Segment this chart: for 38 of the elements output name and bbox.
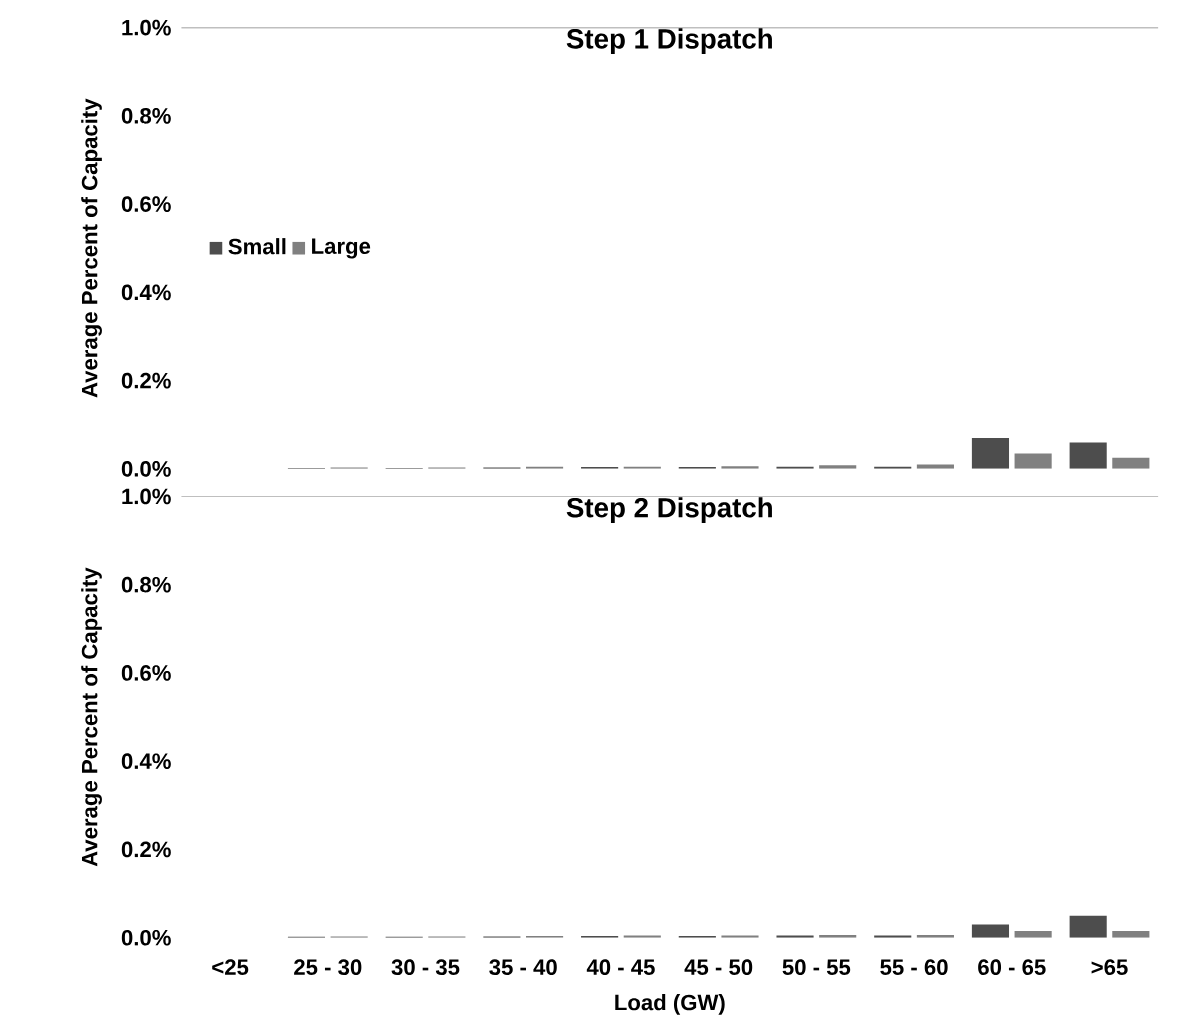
y-tick-label: 1.0%	[122, 488, 171, 505]
bar	[971, 924, 1010, 938]
y-tick-label: 0.8%	[121, 107, 171, 124]
y-tick-label: 0.6%	[121, 196, 171, 212]
y-tick-label: 0.0%	[121, 929, 171, 946]
bar	[1014, 930, 1052, 938]
x-tick-label: 55 - 60	[880, 959, 948, 975]
legend-label: Small	[228, 237, 286, 255]
x-tick-label: 25 - 30	[294, 959, 362, 975]
x-tick-label: 30 - 35	[391, 959, 460, 975]
bar	[916, 464, 954, 469]
bar	[1112, 457, 1150, 469]
y-tick-label: 0.2%	[121, 372, 171, 389]
bar	[1069, 915, 1107, 938]
y-tick-label: 0.8%	[121, 576, 171, 593]
bar	[1069, 442, 1107, 469]
x-tick-label: 60 - 65	[978, 959, 1046, 975]
x-tick-label: <25	[212, 959, 249, 975]
y-tick-label: 0.6%	[121, 665, 171, 681]
x-tick-label: 50 - 55	[782, 959, 851, 975]
legend-label: Large	[312, 238, 371, 259]
bar	[1014, 453, 1052, 469]
x-tick-label: 35 - 40	[489, 959, 557, 975]
y-tick-label: 0.0%	[121, 460, 171, 477]
y-tick-label: 0.4%	[121, 753, 171, 769]
y-tick-label: 0.2%	[121, 841, 171, 858]
bar	[1112, 930, 1150, 938]
bar	[971, 437, 1010, 469]
chart-title: Step 1 Dispatch	[566, 28, 772, 54]
y-tick-label: 1.0%	[122, 19, 171, 36]
y-axis-title: Average Percent of Capacity	[81, 98, 102, 398]
y-tick-label: 0.4%	[121, 284, 171, 301]
x-axis-title: Load (GW)	[615, 993, 725, 1015]
x-tick-label: >65	[1091, 959, 1128, 975]
x-tick-label: 40 - 45	[586, 959, 655, 975]
x-tick-label: 45 - 50	[684, 959, 753, 975]
y-axis-title: Average Percent of Capacity	[81, 567, 102, 867]
chart-title: Step 2 Dispatch	[566, 497, 772, 523]
